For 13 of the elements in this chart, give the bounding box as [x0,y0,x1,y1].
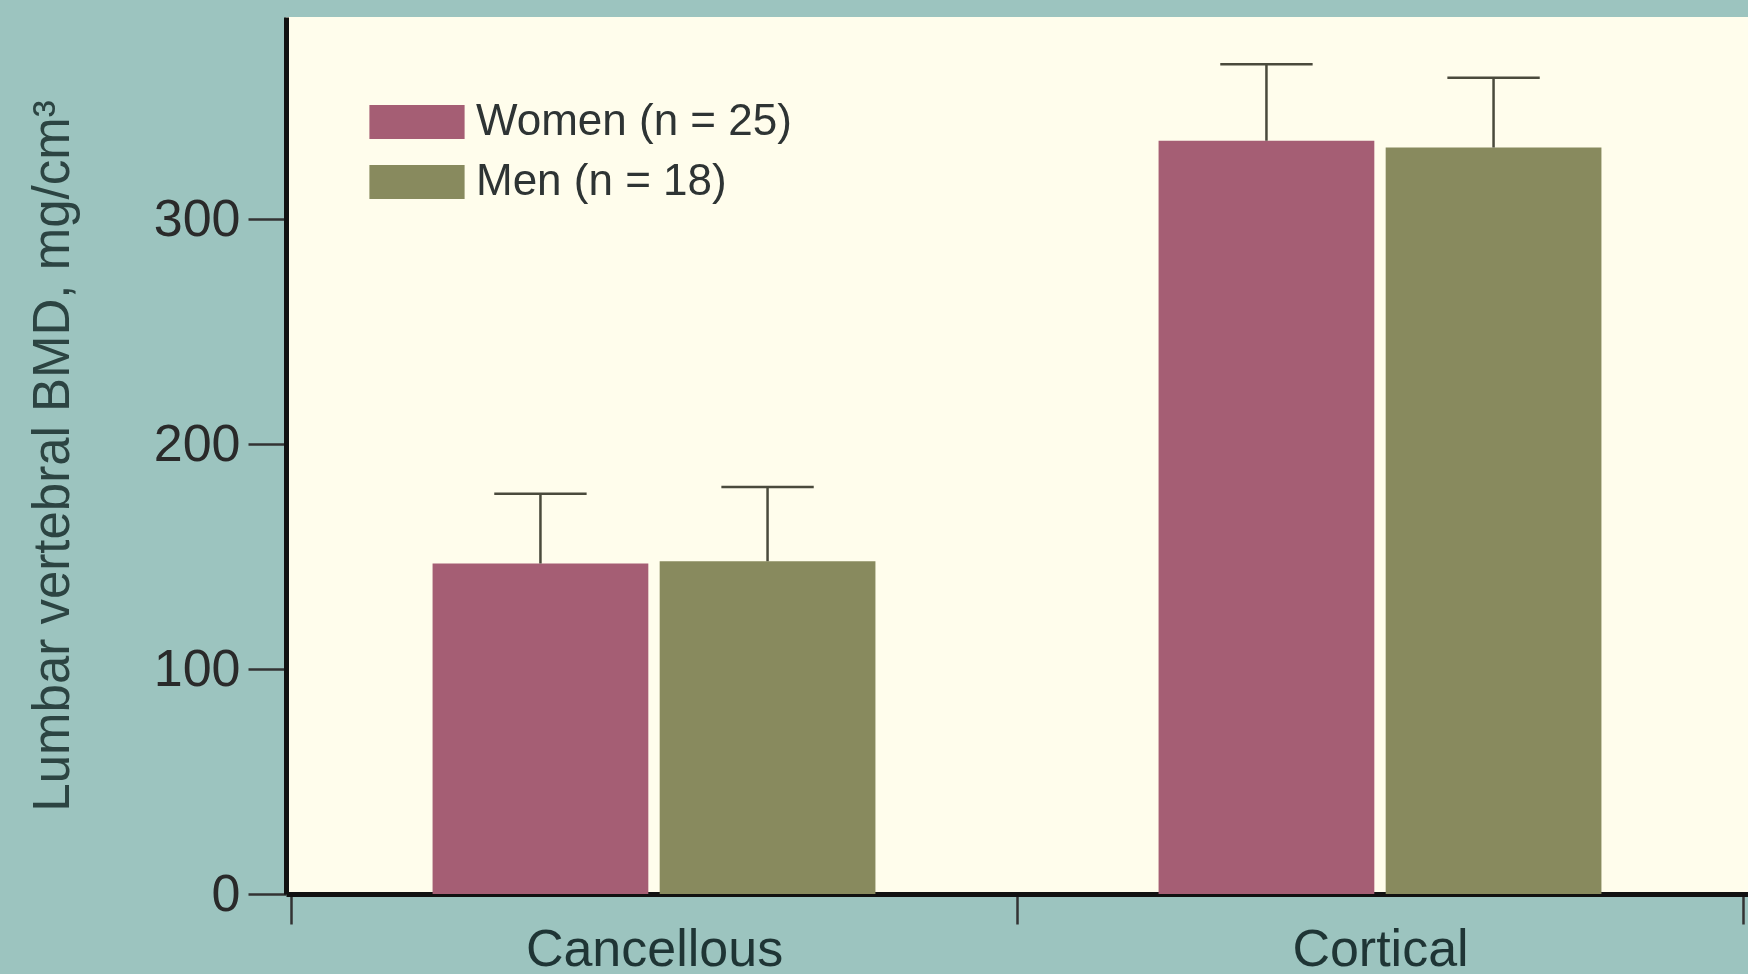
y-tick-label: 300 [153,188,241,247]
legend-label: Women (n = 25) [476,95,792,144]
bar [659,561,876,894]
bar [1385,147,1602,894]
bar [1158,140,1375,894]
y-tick-label: 200 [153,413,241,472]
x-tick-label: Cortical [1292,918,1469,974]
y-axis-title: Lumbar vertebral BMD, mg/cm³ [22,100,80,812]
y-tick-label: 100 [153,638,241,697]
legend-label: Men (n = 18) [476,155,727,204]
x-tick-label: Cancellous [525,918,784,974]
bar [432,563,649,894]
y-tick-label: 0 [211,863,241,922]
